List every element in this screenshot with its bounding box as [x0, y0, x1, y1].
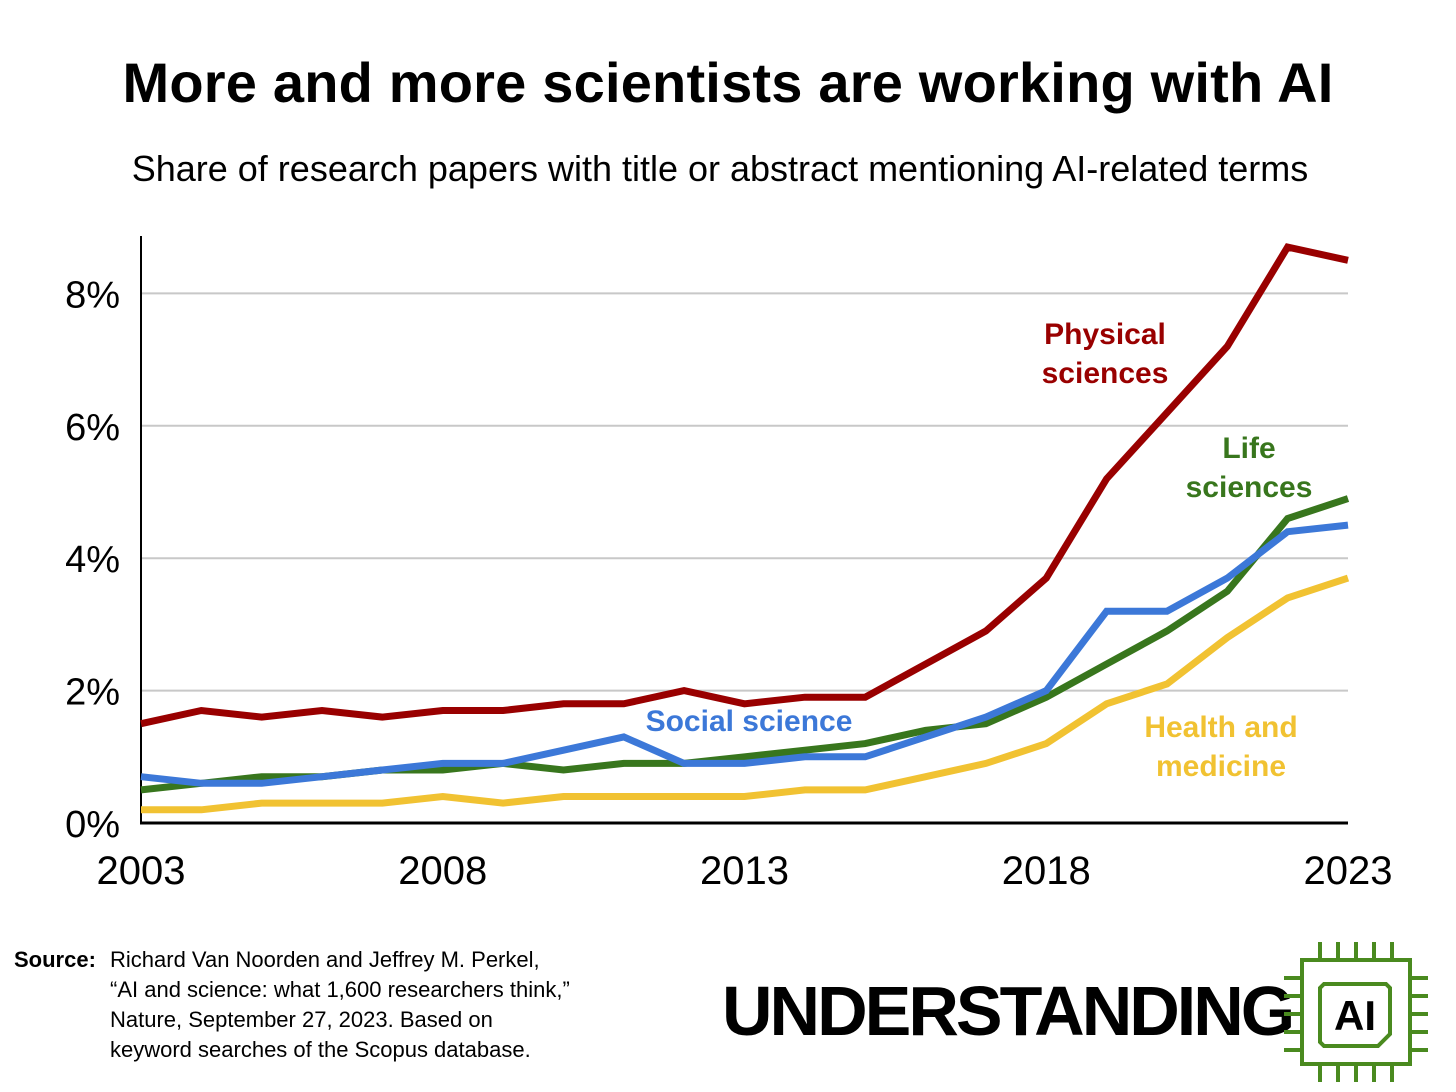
line-chart: 0% 2% 4% 6% 8% 2003 2008 2013 2018 2023 Physical… [65, 236, 1393, 893]
y-tick-label: 4% [65, 539, 120, 581]
series-label-life-sciences: sciences [1186, 471, 1313, 504]
source-line: Richard Van Noorden and Jeffrey M. Perke… [110, 947, 540, 972]
series-label-physical-sciences: Physical [1044, 318, 1166, 351]
source-line: Nature, September 27, 2023. Based on [110, 1007, 493, 1032]
chip-logo-text: AI [1334, 992, 1376, 1039]
series-lines [140, 243, 1350, 814]
y-tick-label: 6% [65, 407, 120, 449]
series-label-health-and-medicine: Health and [1144, 711, 1297, 744]
chip-logo-icon: AI [1284, 942, 1428, 1082]
series-label-social-science: Social science [646, 705, 853, 738]
series-line-life-sciences [140, 495, 1350, 794]
x-tick-label: 2018 [1002, 849, 1091, 893]
x-tick-labels: 2003 2008 2013 2018 2023 [97, 849, 1393, 893]
source-label: Source: [14, 947, 96, 972]
chip-pins [1284, 942, 1428, 1082]
chart-title: More and more scientists are working wit… [122, 51, 1334, 114]
series-line-physical-sciences [140, 243, 1349, 728]
series-line-health-and-medicine [141, 574, 1350, 814]
x-tick-label: 2023 [1304, 849, 1393, 893]
series-line-social-science [140, 521, 1349, 787]
source-line: keyword searches of the Scopus database. [110, 1037, 531, 1062]
chip-inner [1318, 982, 1392, 1048]
series-label-life-sciences: Life [1222, 432, 1275, 465]
chart-subtitle: Share of research papers with title or a… [131, 148, 1309, 189]
source-text: Richard Van Noorden and Jeffrey M. Perke… [110, 945, 630, 1065]
y-tick-labels: 0% 2% 4% 6% 8% [65, 274, 120, 846]
x-tick-label: 2003 [97, 849, 186, 893]
series-labels: Physical sciences Life sciences Social scien… [646, 318, 1313, 783]
axes [140, 236, 1348, 825]
y-tick-label: 2% [65, 672, 120, 714]
x-tick-label: 2013 [700, 849, 789, 893]
x-tick-label: 2008 [398, 849, 487, 893]
y-tick-label: 8% [65, 274, 120, 316]
source-line: “AI and science: what 1,600 researchers … [110, 977, 570, 1002]
y-tick-label: 0% [65, 804, 120, 846]
series-label-physical-sciences: sciences [1042, 357, 1169, 390]
brand-wordmark: UNDERSTANDING [722, 972, 1295, 1050]
series-label-health-and-medicine: medicine [1156, 750, 1286, 783]
